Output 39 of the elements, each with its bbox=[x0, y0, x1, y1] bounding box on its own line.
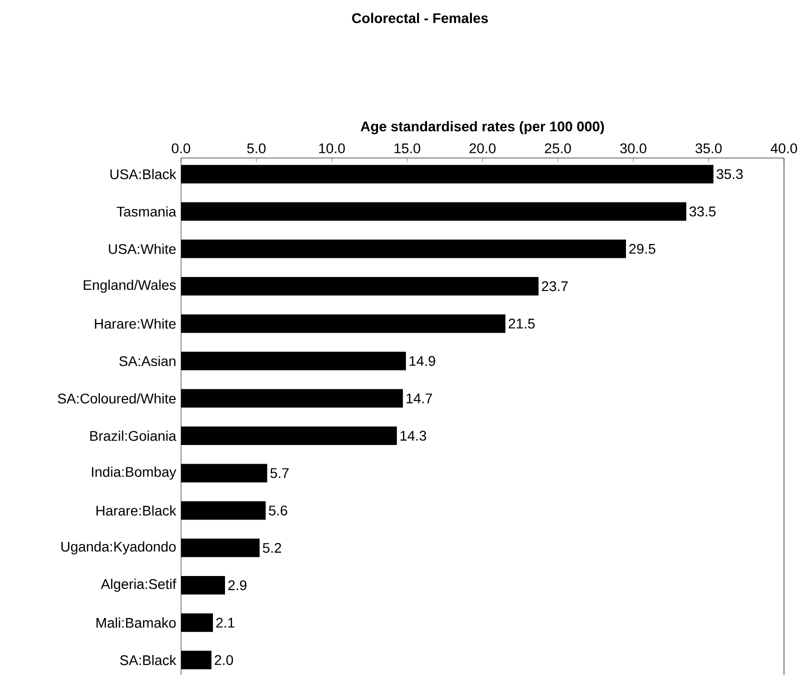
y-tick-label: Harare:White bbox=[94, 318, 176, 329]
x-tick-label: 10.0 bbox=[319, 143, 345, 154]
data-label: 14.7 bbox=[406, 394, 432, 404]
y-tick-label: Uganda:Kyadondo bbox=[61, 541, 176, 554]
y-tick-label: USA:White bbox=[108, 244, 176, 254]
data-label: 35.3 bbox=[716, 169, 743, 180]
data-label: 14.9 bbox=[410, 356, 436, 366]
x-tick-label: 15.0 bbox=[394, 143, 420, 154]
chart-title: Colorectal - Females bbox=[352, 12, 488, 24]
data-label: 21.5 bbox=[508, 318, 535, 329]
data-label: 2.0 bbox=[214, 655, 233, 666]
data-label: 14.3 bbox=[400, 430, 426, 441]
y-tick-label: England/Wales bbox=[84, 280, 176, 293]
data-label: 5.7 bbox=[270, 468, 289, 478]
data-label: 23.7 bbox=[542, 281, 568, 292]
x-tick-label: 5.0 bbox=[247, 143, 266, 154]
y-tick-label: India:Bombay bbox=[92, 466, 176, 480]
y-tick-label: Mali:Bamako bbox=[96, 618, 176, 628]
y-tick-label: Tasmania bbox=[116, 206, 176, 217]
data-label: 5.6 bbox=[268, 506, 288, 516]
y-tick-label: USA:Black bbox=[110, 168, 176, 180]
x-tick-label: 0.0 bbox=[172, 143, 190, 154]
y-tick-label: Algeria:Setif bbox=[100, 578, 176, 592]
x-tick-label: 35.0 bbox=[696, 143, 722, 154]
y-tick-label: Brazil:Goiania bbox=[90, 430, 176, 441]
x-axis-title: Age standardised rates (per 100 000) bbox=[360, 121, 604, 134]
data-label: 2.1 bbox=[216, 618, 234, 628]
data-label: 33.5 bbox=[689, 206, 716, 216]
y-tick-label: SA:Asian bbox=[119, 356, 176, 366]
x-tick-label: 20.0 bbox=[470, 143, 496, 154]
y-tick-label: Harare:Black bbox=[96, 505, 176, 516]
x-tick-label: 30.0 bbox=[620, 143, 646, 154]
data-label: 29.5 bbox=[629, 244, 656, 254]
y-tick-label: SA:Coloured/White bbox=[58, 393, 176, 404]
x-tick-label: 40.0 bbox=[770, 143, 798, 154]
x-tick-label: 25.0 bbox=[544, 143, 571, 154]
data-label: 2.9 bbox=[228, 580, 246, 590]
y-tick-label: SA:Black bbox=[120, 654, 176, 666]
data-label: 5.2 bbox=[262, 542, 282, 553]
